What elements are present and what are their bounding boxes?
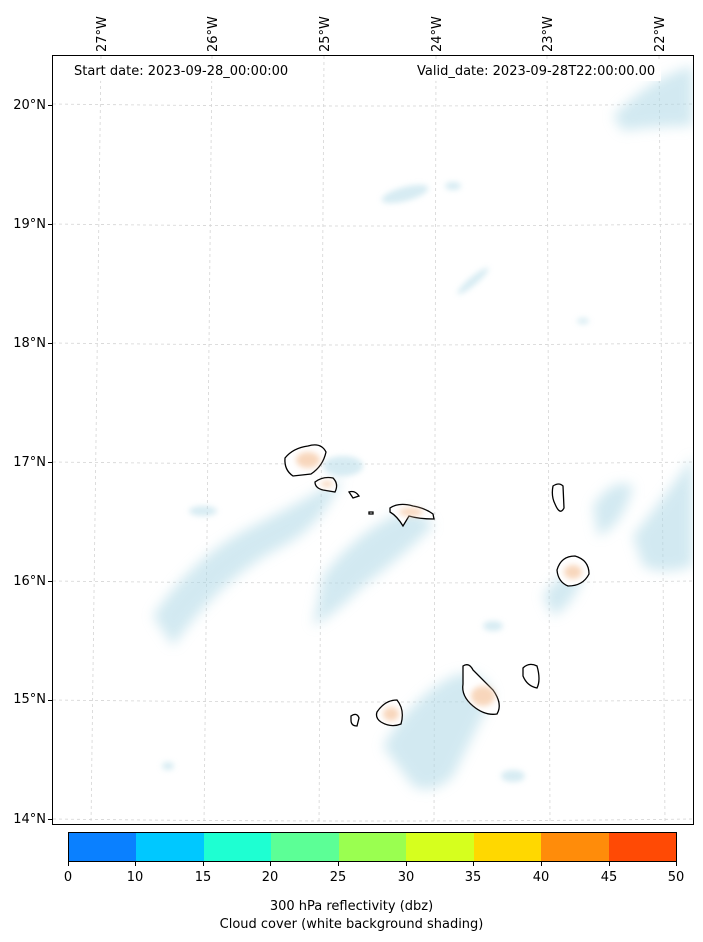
colorbar-segment <box>406 833 474 861</box>
colorbar-segment <box>203 833 272 861</box>
colorbar-tick <box>609 862 610 866</box>
colorbar-tick <box>68 862 69 866</box>
graticule <box>53 56 693 824</box>
map-canvas <box>53 56 693 824</box>
island-islet <box>368 511 374 515</box>
lat-tick <box>48 462 52 463</box>
colorbar-tick <box>338 862 339 866</box>
lat-tick <box>48 819 52 820</box>
lon-label-22w: 22°W <box>653 16 668 52</box>
lat-tick <box>48 581 52 582</box>
colorbar <box>68 832 677 862</box>
lat-label-19n: 19°N <box>13 217 46 232</box>
colorbar-tick-label: 50 <box>667 870 685 885</box>
colorbar-tick-label: 10 <box>126 870 144 885</box>
colorbar-tick-label: 45 <box>600 870 618 885</box>
valid-date-label: Valid_date: 2023-09-28T22:00:00.00 <box>411 62 662 81</box>
island-brava <box>350 713 360 727</box>
lat-label-16n: 16°N <box>13 574 46 589</box>
colorbar-segment <box>338 833 407 861</box>
island-santa-luzia <box>347 490 361 499</box>
colorbar-tick-label: 0 <box>63 870 73 885</box>
colorbar-tick <box>203 862 204 866</box>
colorbar-tick-label: 30 <box>397 870 415 885</box>
colorbar-sublabel: Cloud cover (white background shading) <box>219 917 484 932</box>
colorbar-tick <box>676 862 677 866</box>
lat-label-14n: 14°N <box>13 812 46 827</box>
lon-label-25w: 25°W <box>318 16 333 52</box>
lat-tick <box>48 700 52 701</box>
lon-label-23w: 23°W <box>541 16 556 52</box>
colorbar-segment <box>69 833 137 861</box>
lat-tick <box>48 224 52 225</box>
colorbar-segment <box>608 833 676 861</box>
colorbar-tick <box>270 862 271 866</box>
lon-label-24w: 24°W <box>430 16 445 52</box>
colorbar-segment <box>136 833 204 861</box>
colorbar-tick-label: 35 <box>464 870 482 885</box>
lat-label-18n: 18°N <box>13 336 46 351</box>
island-maio <box>522 663 540 689</box>
colorbar-tick <box>406 862 407 866</box>
colorbar-label: 300 hPa reflectivity (dbz) <box>269 899 434 914</box>
colorbar-segment <box>541 833 609 861</box>
colorbar-segment <box>271 833 339 861</box>
island-sal <box>551 483 565 512</box>
map-panel <box>52 55 694 825</box>
lat-label-15n: 15°N <box>13 692 46 707</box>
lon-label-27w: 27°W <box>95 16 110 52</box>
lat-tick <box>48 105 52 106</box>
land-reflectivity <box>296 452 582 721</box>
colorbar-tick-label: 40 <box>532 870 550 885</box>
colorbar-tick-label: 25 <box>329 870 347 885</box>
lon-label-26w: 26°W <box>206 16 221 52</box>
colorbar-tick <box>473 862 474 866</box>
colorbar-tick <box>135 862 136 866</box>
start-date-label: Start date: 2023-09-28_00:00:00 <box>68 62 295 81</box>
cloud-shading <box>153 66 693 790</box>
colorbar-tick-label: 15 <box>194 870 212 885</box>
colorbar-tick-label: 20 <box>261 870 279 885</box>
lat-tick <box>48 343 52 344</box>
colorbar-segment <box>473 833 542 861</box>
lat-label-17n: 17°N <box>13 455 46 470</box>
lat-label-20n: 20°N <box>13 98 46 113</box>
colorbar-tick <box>541 862 542 866</box>
